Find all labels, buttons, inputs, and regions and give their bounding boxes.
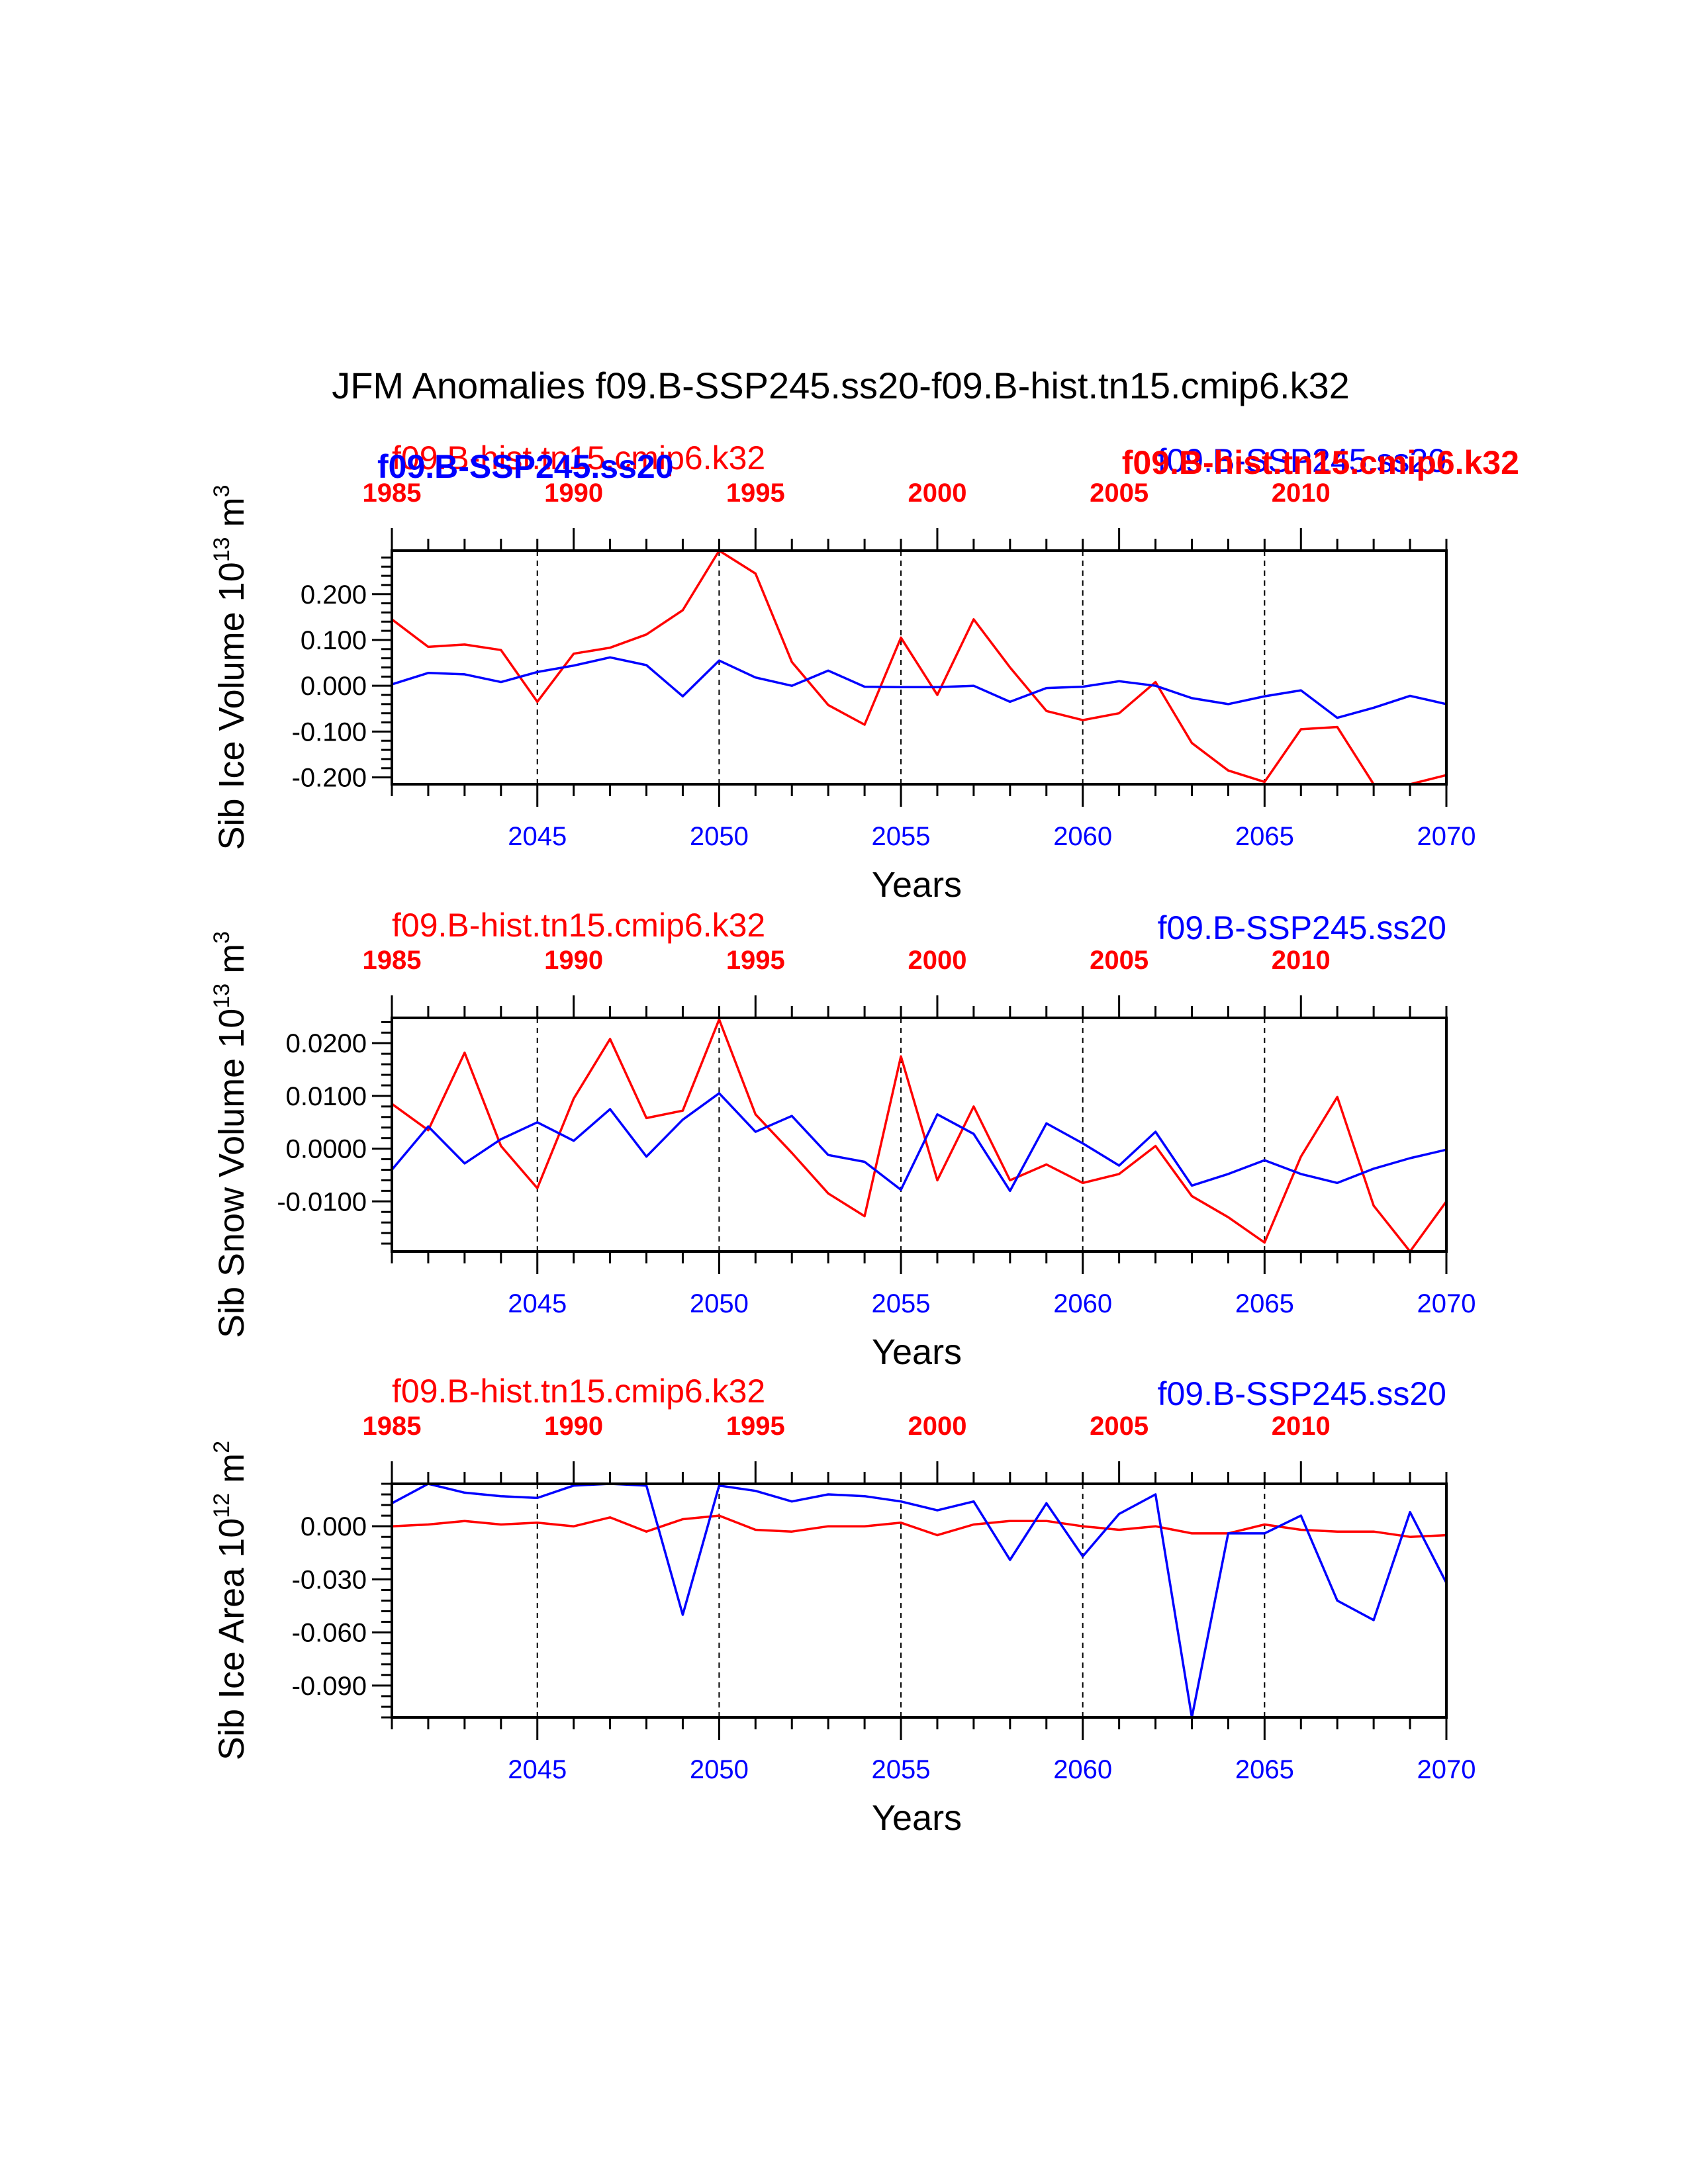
top-tick-label: 2005 [1090,946,1149,975]
hist-run-label: f09.B-hist.tn15.cmip6.k32 [392,907,765,944]
y-tick-label: -0.100 [292,717,367,747]
y-axis-label-part: 12 [209,1493,234,1518]
top-tick-label: 1990 [544,946,603,975]
y-axis-label-part: Sib Ice Area [212,1558,252,1760]
figure-title: JFM Anomalies f09.B-SSP245.ss20-f09.B-hi… [332,365,1350,406]
y-axis-label-part: m [212,944,252,983]
y-axis-label-part: 10 [212,1518,252,1558]
top-tick-label: 2005 [1090,478,1149,508]
bottom-tick-label: 2055 [872,1289,931,1318]
top-tick-label: 2005 [1090,1412,1149,1441]
y-tick-label: 0.200 [301,580,367,610]
x-axis-label: Years [872,1798,962,1838]
overlay-ssp-label: f09.B-SSP245.ss20 [377,448,674,485]
top-tick-label: 2000 [908,946,966,975]
y-axis-label: Sib Ice Volume 1013 m3 [209,484,252,850]
bottom-tick-label: 2050 [690,1755,749,1784]
y-tick-label: -0.0100 [277,1187,367,1216]
bottom-tick-label: 2055 [872,822,931,851]
bottom-tick-label: 2065 [1235,822,1294,851]
y-tick-label: -0.090 [292,1672,367,1701]
panel-snow-volume: f09.B-hist.tn15.cmip6.k32 f09.B-SSP245.ss… [209,907,1476,1372]
y-axis-label-part: 13 [209,537,234,562]
bottom-tick-label: 2060 [1053,1755,1112,1784]
y-tick-label: -0.200 [292,764,367,793]
y-axis-label-part: Sib Snow Volume [212,1048,252,1338]
bottom-tick-label: 2070 [1417,1755,1476,1784]
top-tick-label: 1990 [544,1412,603,1441]
bottom-tick-label: 2050 [690,822,749,851]
bottom-tick-label: 2055 [872,1755,931,1784]
y-axis-label-part: Sib Ice Volume [212,602,252,850]
y-tick-label: 0.0200 [286,1029,367,1058]
ssp-series-line [391,1092,1447,1193]
x-axis-label: Years [872,1332,962,1372]
y-tick-label: 0.0100 [286,1082,367,1111]
y-axis-label-part: 2 [209,1441,234,1453]
plot-frame [391,1017,1448,1253]
top-tick-label: 1985 [363,478,422,508]
y-tick-label: 0.000 [301,1512,367,1541]
top-tick-label: 2010 [1272,946,1331,975]
hist-series-line [391,1514,1447,1538]
bottom-tick-label: 2045 [508,1289,567,1318]
y-axis-label-part: 10 [212,562,252,602]
bottom-tick-label: 2065 [1235,1289,1294,1318]
bottom-tick-label: 2045 [508,1755,567,1784]
top-tick-label: 1995 [726,478,785,508]
bottom-tick-label: 2060 [1053,822,1112,851]
top-tick-label: 2000 [908,1412,966,1441]
panel-ice-area: f09.B-hist.tn15.cmip6.k32 f09.B-SSP245.ss… [209,1373,1476,1838]
ssp-series-line [391,1482,1448,1719]
top-tick-label: 1995 [726,946,785,975]
y-axis-label-part: 10 [212,1009,252,1048]
y-axis-label-part: 3 [209,484,234,497]
y-axis-label-part: m [212,497,252,537]
y-axis-label: Sib Snow Volume 1013 m3 [209,931,252,1338]
y-tick-label: 0.000 [301,672,367,701]
y-axis-label-part: 13 [209,983,234,1009]
bottom-tick-label: 2070 [1417,1289,1476,1318]
y-tick-label: -0.030 [292,1565,367,1594]
hist-series-line [391,1018,1448,1253]
y-axis-label-part: 3 [209,931,234,944]
plot-frame [391,1482,1448,1719]
x-axis-label: Years [872,865,962,905]
panel-ice-volume: f09.B-hist.tn15.cmip6.k32 f09.B-SSP245.ss… [209,439,1476,905]
y-axis-label: Sib Ice Area 1012 m2 [209,1441,252,1760]
top-tick-label: 2010 [1272,478,1331,508]
bottom-tick-label: 2060 [1053,1289,1112,1318]
top-tick-label: 1995 [726,1412,785,1441]
y-tick-label: -0.060 [292,1619,367,1648]
ssp-run-label: f09.B-SSP245.ss20 [1158,1375,1446,1412]
hist-series-line [391,549,1447,786]
ssp-run-label: f09.B-SSP245.ss20 [1158,909,1446,946]
overlay-hist-label: f09.B-hist.tn15.cmip6.k32 [1122,444,1519,481]
bottom-tick-label: 2065 [1235,1755,1294,1784]
hist-run-label: f09.B-hist.tn15.cmip6.k32 [392,439,765,477]
y-tick-label: 0.0000 [286,1135,367,1164]
top-tick-label: 1985 [363,946,422,975]
hist-run-label: f09.B-hist.tn15.cmip6.k32 [392,1373,765,1410]
top-tick-label: 1990 [544,478,603,508]
y-tick-label: 0.100 [301,626,367,655]
y-axis-label-part: m [212,1453,252,1493]
bottom-tick-label: 2045 [508,822,567,851]
ssp-run-label: f09.B-SSP245.ss20 [1158,442,1446,479]
top-tick-label: 2000 [908,478,966,508]
bottom-tick-label: 2070 [1417,822,1476,851]
bottom-tick-label: 2050 [690,1289,749,1318]
top-tick-label: 1985 [363,1412,422,1441]
ssp-series-line [391,656,1447,719]
top-tick-label: 2010 [1272,1412,1331,1441]
